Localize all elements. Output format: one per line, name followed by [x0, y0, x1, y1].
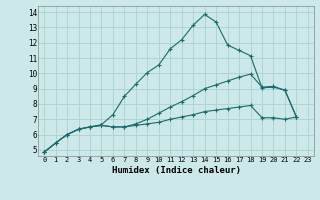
X-axis label: Humidex (Indice chaleur): Humidex (Indice chaleur) [111, 166, 241, 175]
